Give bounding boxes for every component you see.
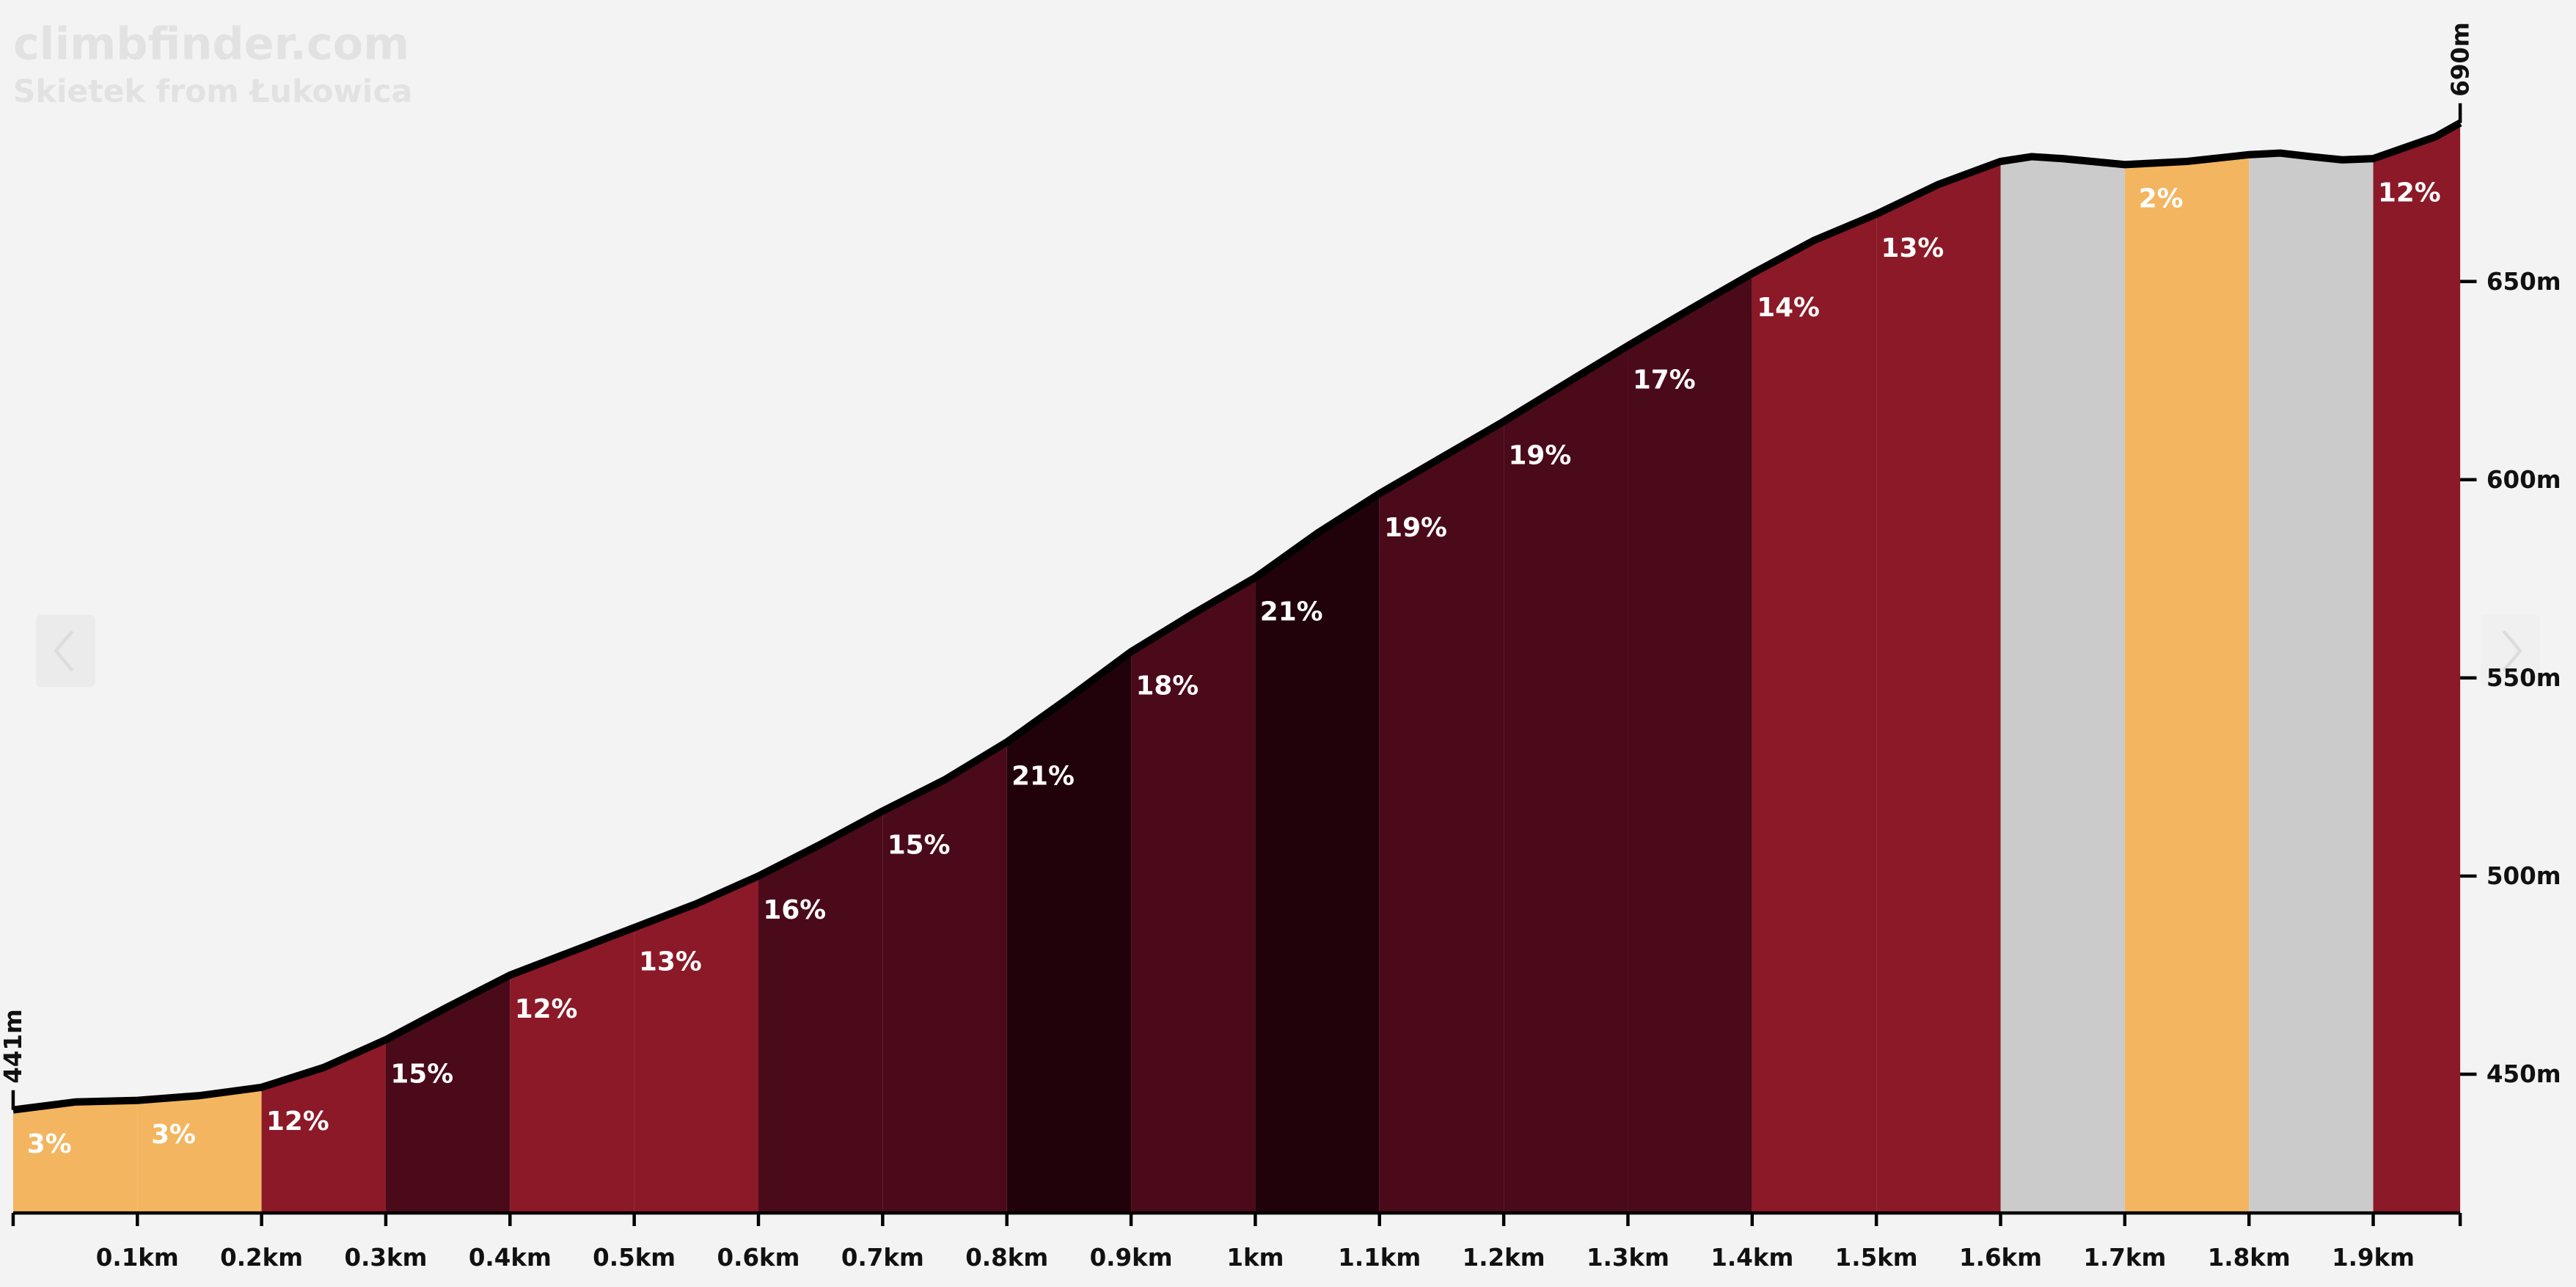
segment [758,811,883,1214]
segment [1876,161,2001,1214]
segment [1752,214,1877,1214]
grade-label: 15% [888,831,951,861]
segment [261,1040,386,1214]
x-tick-label: 1.3km [1587,1244,1669,1272]
next-button[interactable] [2481,614,2540,688]
annotation: 690m [2446,22,2474,97]
y-tick-label: 500m [2487,862,2561,890]
segment [634,875,759,1214]
x-tick-label: 0.5km [593,1244,676,1272]
grade-label: 18% [1135,671,1199,701]
chart-subtitle: Skietek from Łukowica [13,74,412,110]
segment [1255,493,1380,1214]
y-tick-label: 650m [2487,268,2561,296]
segment [1504,346,1628,1214]
segment [12,1100,138,1214]
segment [1131,577,1256,1214]
annotation: 441m [0,1009,27,1084]
segment [2124,154,2250,1214]
segment-fills [12,123,2461,1214]
grade-label: 2% [2139,184,2184,214]
y-tick-label: 550m [2487,664,2561,692]
x-tick-label: 1km [1226,1244,1284,1272]
x-tick-label: 1.5km [1835,1244,1918,1272]
segment [2249,153,2374,1214]
grade-label: 17% [1633,365,1696,395]
grade-label: 12% [2378,178,2441,208]
x-tick-label: 1.9km [2332,1244,2415,1272]
segment [510,927,634,1214]
chart-title: climbfinder.com [13,19,409,70]
segment [882,742,1007,1214]
grade-label: 3% [27,1129,72,1159]
grade-label: 19% [1384,513,1447,543]
x-tick-label: 1.1km [1338,1244,1421,1272]
x-tick-label: 1.4km [1710,1244,1793,1272]
grade-label: 21% [1011,762,1075,792]
segment [2373,123,2461,1214]
x-tick-label: 0.6km [717,1244,800,1272]
x-tick-label: 1.7km [2083,1244,2166,1272]
grade-label: 16% [763,895,826,925]
segment [137,1087,262,1214]
grade-label: 14% [1757,293,1820,323]
prev-arrow [54,630,74,672]
grade-label: 13% [1881,233,1944,263]
grade-label: 15% [390,1059,453,1089]
x-tick-label: 1.6km [1959,1244,2042,1272]
grade-label: 3% [151,1120,196,1150]
x-tick-label: 0.1km [96,1244,179,1272]
y-tick-label: 450m [2487,1060,2561,1088]
x-tick-label: 0.9km [1090,1244,1173,1272]
x-tick-label: 0.8km [965,1244,1048,1272]
segment [1379,421,1504,1214]
prev-button[interactable] [36,614,95,688]
segment [1006,652,1132,1214]
grade-label: 12% [266,1106,329,1137]
x-tick-label: 1.8km [2208,1244,2291,1272]
next-arrow [2502,630,2522,672]
segment [385,974,511,1214]
grade-label: 13% [639,947,702,977]
x-tick-label: 0.2km [220,1244,303,1272]
grade-label: 21% [1260,597,1323,627]
grade-label: 19% [1508,441,1571,471]
x-tick-label: 1.2km [1463,1244,1545,1272]
segment [1628,273,1752,1214]
x-tick-label: 0.3km [344,1244,427,1272]
elevation-line [12,120,2462,1114]
x-tick-label: 0.7km [841,1244,924,1272]
y-tick-label: 600m [2487,466,2561,494]
segment [2000,156,2125,1214]
x-tick-label: 0.4km [469,1244,552,1272]
grade-label: 12% [515,994,578,1024]
